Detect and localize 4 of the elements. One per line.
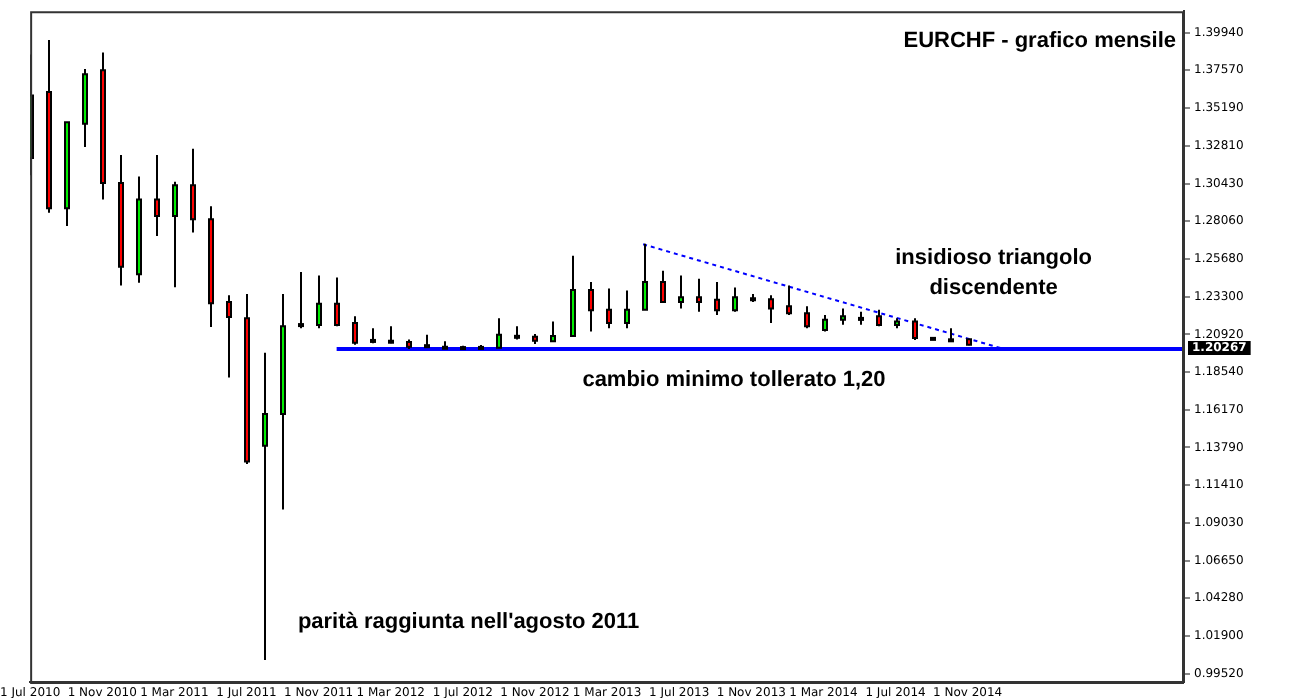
annotation: insidioso triangolo discendente bbox=[895, 246, 1093, 301]
annotation: cambio minimo tollerato 1,20 bbox=[582, 368, 886, 393]
text: EURCHF - grafico mensile bbox=[903, 29, 1177, 54]
annotation: parità raggiunta nell'agosto 2011 bbox=[297, 609, 640, 634]
